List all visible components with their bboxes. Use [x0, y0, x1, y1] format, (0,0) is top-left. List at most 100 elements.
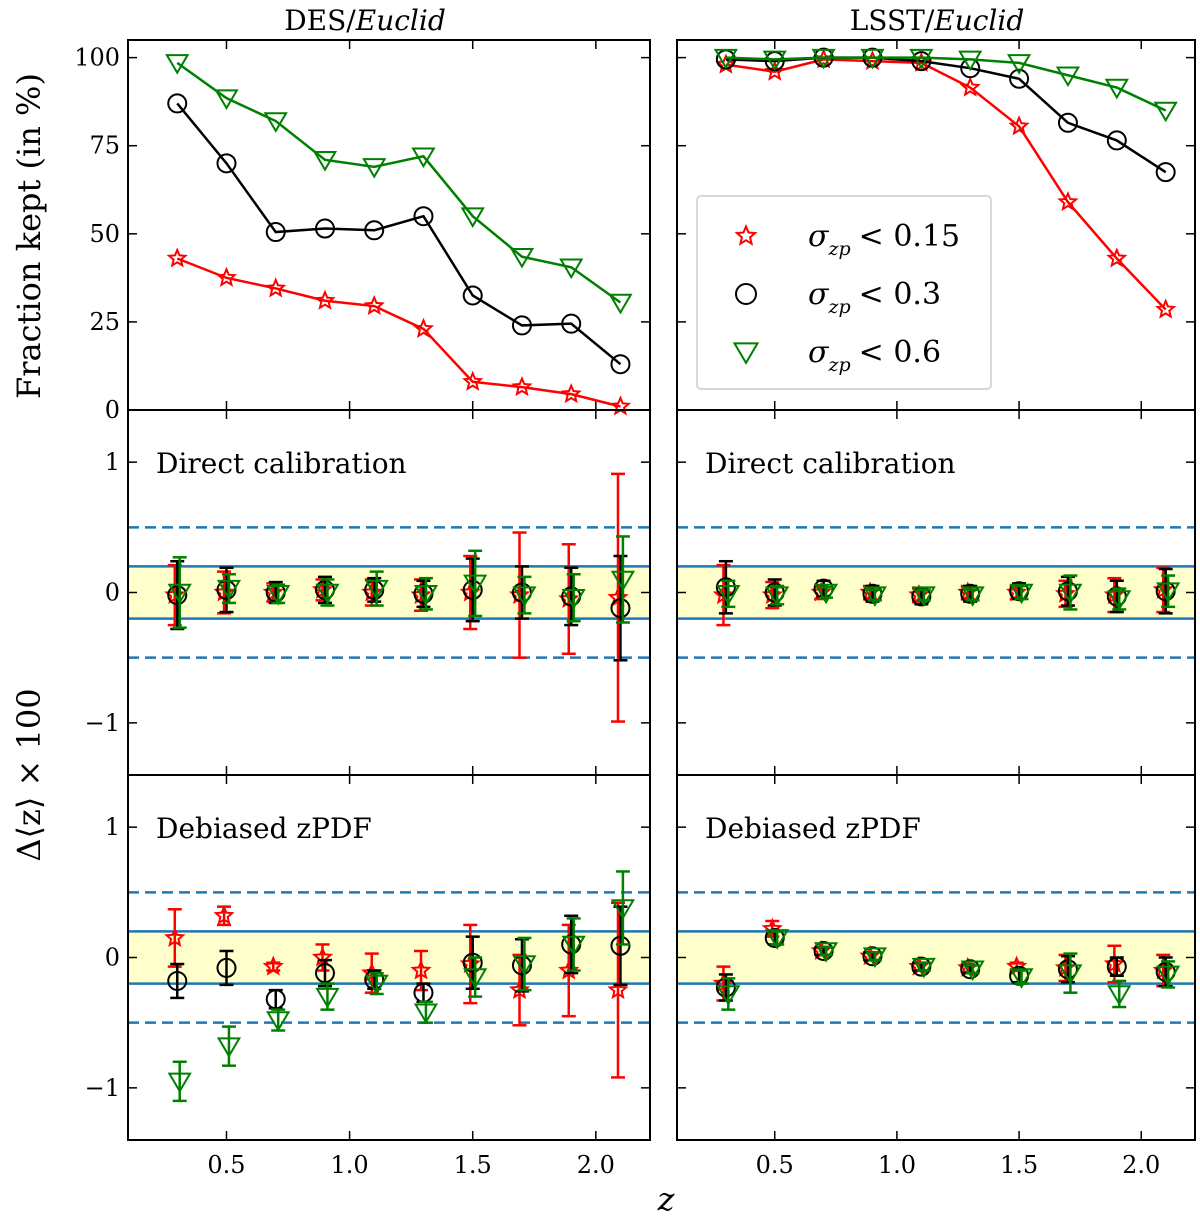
data-point [862, 947, 888, 969]
data-point [1009, 968, 1034, 989]
data-point [265, 222, 286, 243]
panel-direct-lsst: Direct calibration [676, 409, 1196, 776]
data-point [960, 960, 985, 982]
panel-frame [127, 774, 651, 1141]
data-point [412, 317, 435, 338]
data-point [312, 151, 338, 172]
data-point [511, 375, 533, 397]
data-point [315, 987, 340, 1009]
data-point [610, 935, 631, 956]
data-point [811, 48, 836, 70]
data-point [460, 207, 485, 228]
x-tick-label: 1.5 [454, 1151, 492, 1179]
data-point [716, 985, 741, 1006]
y-tick-label: 100 [74, 44, 120, 72]
data-point [266, 1011, 291, 1032]
data-point [1006, 54, 1032, 75]
y-tick-label: 0 [105, 579, 120, 607]
data-point [911, 586, 936, 607]
y-tick-label: 75 [89, 132, 120, 160]
y-tick-label: −1 [85, 709, 120, 737]
data-point [411, 147, 436, 169]
title-des: DES/Euclid [284, 4, 446, 37]
x-tick-label: 0.5 [207, 1151, 245, 1179]
data-point [1155, 298, 1177, 319]
data-point [364, 220, 385, 241]
data-point [216, 153, 237, 174]
data-point [167, 93, 188, 114]
data-point [559, 258, 584, 280]
data-point [608, 293, 633, 315]
tolerance-band [677, 931, 1195, 984]
x-tick-label: 0.5 [756, 1151, 794, 1179]
x-tick-label: 1.0 [331, 1151, 369, 1179]
data-point [1008, 115, 1030, 136]
data-point [166, 247, 188, 268]
data-point [410, 959, 432, 980]
data-point [860, 48, 885, 70]
data-point [263, 112, 288, 133]
panel-frame [676, 774, 1196, 1141]
data-point [958, 50, 983, 72]
data-point [363, 294, 385, 316]
data-point [216, 579, 242, 601]
data-point [213, 904, 235, 925]
data-point [1103, 952, 1125, 974]
data-point [715, 577, 736, 598]
data-point [364, 579, 389, 601]
data-point [561, 935, 586, 957]
data-point [1155, 162, 1176, 183]
data-point [712, 972, 735, 993]
series-line [176, 102, 622, 366]
legend-entry-star: σzp < 0.15 [808, 219, 960, 260]
series-line [176, 257, 621, 408]
x-tick-label: 2.0 [1122, 1151, 1160, 1179]
data-point [1106, 130, 1127, 151]
data-point [813, 942, 839, 963]
legend: σzp < 0.15 σzp < 0.3 σzp < 0.6 [696, 195, 992, 390]
legend-box [696, 195, 992, 390]
data-point [762, 50, 787, 72]
data-point [214, 89, 239, 110]
panel-fraction-des: 0 25 50 75 100 [74, 39, 651, 424]
y-tick-label: 25 [89, 308, 120, 336]
data-point [765, 929, 790, 950]
series-star-fraction [166, 247, 632, 416]
data-point [561, 313, 582, 334]
data-point [610, 570, 636, 592]
data-point [1057, 112, 1078, 133]
x-axis-label: z [657, 1180, 676, 1217]
data-point [364, 974, 389, 996]
data-point [909, 48, 934, 70]
series-triangle-fraction [713, 48, 1178, 123]
data-point [266, 585, 291, 606]
data-point [716, 585, 741, 606]
series-triangle-direct [716, 574, 1181, 611]
data-point [314, 963, 335, 984]
legend-marker-triangle [732, 342, 760, 365]
y-tick-label: 1 [105, 813, 120, 841]
data-point [463, 968, 488, 989]
legend-marker-circle [735, 283, 757, 305]
data-point [610, 899, 636, 920]
series-triangle-fraction [165, 54, 633, 315]
panel-zpdf-des: Debiased zPDF −1 0 1 0.5 1.0 1.5 2.0 [85, 774, 651, 1179]
x-tick-label: 2.0 [577, 1151, 615, 1179]
data-point [362, 158, 387, 179]
data-point [765, 586, 790, 607]
data-point [960, 586, 985, 607]
data-point [413, 585, 439, 606]
data-point [607, 978, 629, 1000]
panel-label: Direct calibration [156, 447, 407, 480]
data-point [216, 1037, 242, 1058]
y-tick-label: 0 [105, 944, 120, 972]
x-tick-label: 1.5 [1000, 1151, 1038, 1179]
x-tick-label: 1.0 [878, 1151, 916, 1179]
data-point [1057, 190, 1079, 212]
panel-label: Debiased zPDF [156, 812, 372, 845]
data-point [165, 54, 190, 75]
data-point [1055, 66, 1081, 88]
data-point [911, 957, 936, 979]
panel-label: Debiased zPDF [705, 812, 921, 845]
